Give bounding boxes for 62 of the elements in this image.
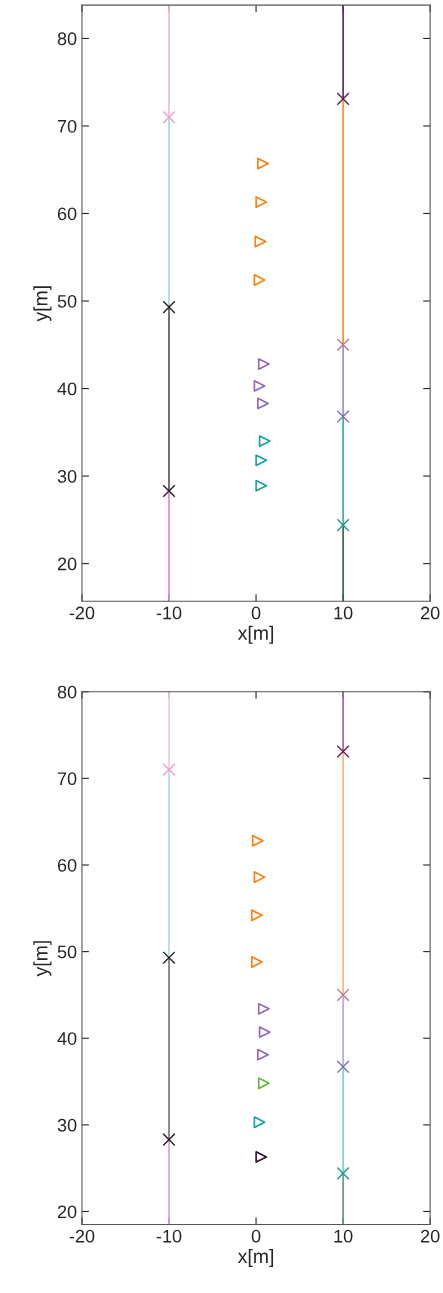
point bbox=[336, 518, 350, 532]
y-tick-label: 20 bbox=[57, 1205, 77, 1219]
x-tick-label: 20 bbox=[421, 606, 440, 620]
y-tick-label: 30 bbox=[57, 1118, 77, 1132]
point bbox=[257, 157, 270, 170]
x-tick-label: 10 bbox=[334, 1229, 353, 1243]
x-axis-title: x[m] bbox=[237, 625, 274, 644]
point bbox=[257, 1077, 270, 1090]
x-tick-label: 20 bbox=[421, 1229, 440, 1243]
point bbox=[255, 479, 268, 492]
point bbox=[255, 196, 268, 209]
point bbox=[255, 1150, 268, 1163]
point bbox=[336, 410, 350, 424]
point bbox=[253, 1116, 266, 1129]
point bbox=[255, 454, 268, 467]
point bbox=[162, 1133, 176, 1147]
point bbox=[254, 235, 267, 248]
y-tick-label: 60 bbox=[57, 207, 77, 221]
x-tick-label: -20 bbox=[69, 606, 95, 620]
point bbox=[162, 484, 176, 498]
y-tick-label: 70 bbox=[57, 119, 77, 133]
point bbox=[253, 871, 266, 884]
y-tick-label: 80 bbox=[57, 685, 77, 699]
point bbox=[250, 909, 263, 922]
x-tick-label: -10 bbox=[156, 606, 182, 620]
y-axis-title: y[m] bbox=[33, 286, 52, 322]
y-tick-label: 70 bbox=[57, 772, 77, 786]
x-axis-title: x[m] bbox=[237, 1248, 274, 1268]
y-tick-label: 40 bbox=[57, 1032, 77, 1045]
point bbox=[162, 763, 176, 777]
point bbox=[336, 1060, 350, 1074]
point bbox=[336, 92, 350, 106]
x-tick-label: -10 bbox=[156, 1229, 182, 1243]
point bbox=[336, 988, 350, 1002]
point bbox=[336, 1166, 350, 1180]
point bbox=[253, 274, 266, 286]
point bbox=[162, 110, 176, 124]
y-tick-label: 80 bbox=[57, 32, 77, 46]
point bbox=[257, 397, 270, 410]
point bbox=[336, 745, 350, 759]
y-tick-label: 60 bbox=[57, 858, 77, 872]
x-tick-label: 10 bbox=[334, 606, 353, 620]
point bbox=[162, 951, 176, 965]
point bbox=[250, 956, 263, 968]
x-tick-label: -20 bbox=[69, 1229, 95, 1243]
y-tick-label: 40 bbox=[57, 382, 77, 396]
point bbox=[257, 1048, 270, 1061]
x-tick-label: 0 bbox=[251, 606, 261, 620]
point bbox=[253, 379, 266, 392]
point bbox=[162, 300, 176, 314]
y-tick-label: 50 bbox=[57, 294, 77, 308]
y-tick-label: 20 bbox=[57, 557, 77, 571]
point bbox=[257, 1002, 270, 1015]
y-axis-title: y[m] bbox=[33, 941, 52, 977]
point bbox=[258, 1026, 271, 1039]
point bbox=[251, 834, 264, 847]
y-tick-label: 50 bbox=[57, 945, 77, 959]
point bbox=[257, 358, 270, 371]
point bbox=[258, 435, 271, 448]
point bbox=[336, 338, 350, 352]
x-tick-label: 0 bbox=[251, 1229, 261, 1243]
y-tick-label: 30 bbox=[57, 470, 77, 483]
